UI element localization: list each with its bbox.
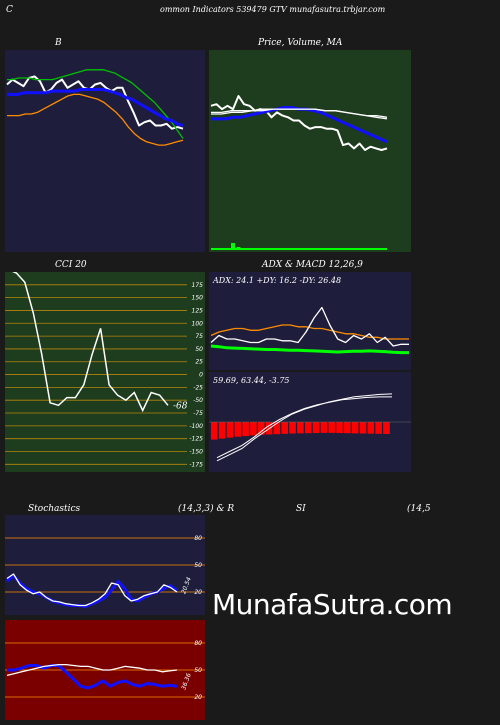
adx-title: ADX & MACD 12,26,9 <box>262 260 363 270</box>
price-title: Price, Volume, MA <box>258 38 343 48</box>
bollinger-series-3 <box>7 93 184 146</box>
stochastics-panel: 80 50 20 20.54 <box>5 515 205 615</box>
macd-histogram-bar <box>218 422 226 439</box>
munafasutra-watermark: MunafaSutra.com <box>212 588 453 621</box>
price-chart <box>210 95 388 250</box>
bollinger-series-0 <box>6 75 184 130</box>
rsi-tick-label: 50 <box>194 667 202 674</box>
rsi-series-0 <box>7 664 178 690</box>
adx-series-1 <box>210 324 409 340</box>
price-panel <box>209 50 411 252</box>
stochastics-series-1 <box>6 573 178 607</box>
bollinger-title: B <box>55 38 62 48</box>
stochastics-title: Stochastics <box>28 504 81 514</box>
macd-histogram-bar <box>359 422 367 434</box>
volume-bar <box>236 247 241 249</box>
cci-panel: 175 150 125 100 75 50 25 0 -25 -50 -75 -100 -125 -150… <box>5 272 205 472</box>
macd-histogram-bar <box>312 422 320 434</box>
cci-tick-label: 25 <box>195 359 203 366</box>
cci-tick-label: -75 <box>193 410 203 417</box>
macd-histogram-bar <box>344 422 351 434</box>
rsi-tick-label: 20 <box>194 694 202 701</box>
cci-chart: 175 150 125 100 75 50 25 0 -25 -50 -75 -100 -125 -150… <box>5 272 204 468</box>
cci-tick-label: 75 <box>195 333 203 340</box>
cci-tick-label: -50 <box>193 397 203 404</box>
cci-tick-label: 125 <box>192 307 204 314</box>
cci-title: CCI 20 <box>55 260 87 270</box>
cci-tick-label: -125 <box>189 436 203 443</box>
rsi-series-1 <box>6 663 178 677</box>
rsi-title: SI <box>296 504 306 514</box>
cci-tick-label: 50 <box>195 346 203 353</box>
rsi-params: (14,5 <box>407 504 431 514</box>
macd-histogram-bar <box>328 422 336 433</box>
cci-line <box>12 272 169 413</box>
macd-histogram-bar <box>320 422 328 433</box>
macd-histogram-bar <box>289 422 296 434</box>
macd-histogram-bar <box>375 422 382 434</box>
macd-histogram-bar <box>281 422 289 434</box>
macd-panel: 59.69, 63.44, -3.75 <box>209 372 411 472</box>
macd-histogram-bar <box>297 422 304 434</box>
macd-histogram-bar <box>211 422 218 440</box>
stochastics-params: (14,3,3) & R <box>178 504 235 514</box>
bollinger-panel <box>5 50 205 252</box>
stochastics-series-0 <box>6 574 178 608</box>
macd-histogram-bar <box>367 422 375 434</box>
macd-histogram-bar <box>383 422 390 434</box>
cci-value-label: -68 <box>173 401 188 411</box>
cci-tick-label: -100 <box>189 423 203 430</box>
cci-tick-label: -25 <box>193 384 203 391</box>
macd-line-1 <box>216 396 392 459</box>
adx-panel: ADX: 24.1 +DY: 16.2 -DY: 26.48 <box>209 272 411 370</box>
cci-tick-label: 150 <box>192 295 204 302</box>
stochastics-tick-label: 50 <box>194 562 202 569</box>
bollinger-series-1 <box>7 69 184 139</box>
macd-readout: 59.69, 63.44, -3.75 <box>213 376 290 385</box>
cci-tick-label: 0 <box>199 372 203 379</box>
macd-histogram-bar <box>242 422 249 437</box>
adx-series-2 <box>210 306 409 347</box>
stochastics-tick-label: 80 <box>194 535 202 542</box>
macd-histogram-bar <box>336 422 343 434</box>
macd-histogram-bar <box>234 422 242 437</box>
macd-histogram-bar <box>304 422 312 434</box>
corner-label: C <box>6 5 13 15</box>
rsi-value-label: 36.36 <box>180 672 193 691</box>
adx-chart <box>210 306 409 355</box>
macd-line-0 <box>216 393 393 462</box>
macd-histogram-bar <box>226 422 234 438</box>
cci-tick-label: 100 <box>192 320 204 327</box>
macd-histogram-bar <box>250 422 257 436</box>
macd-chart <box>209 393 411 462</box>
stochastics-tick-label: 20 <box>194 589 202 596</box>
macd-histogram-bar <box>257 422 265 435</box>
macd-histogram-bar <box>273 422 281 435</box>
cci-tick-label: 175 <box>192 282 204 289</box>
bollinger-chart <box>6 69 184 146</box>
adx-series-0 <box>210 344 409 355</box>
adx-readout: ADX: 24.1 +DY: 16.2 -DY: 26.48 <box>213 276 342 285</box>
volume-bar <box>231 243 235 249</box>
page-title: ommon Indicators 539479 GTV munafasutra.… <box>160 5 386 14</box>
cci-tick-label: -150 <box>189 448 203 455</box>
cci-tick-label: -175 <box>189 461 203 468</box>
bollinger-series-2 <box>7 88 184 127</box>
rsi-panel: 80 50 20 36.36 <box>5 620 205 720</box>
macd-histogram-bar <box>351 422 359 434</box>
rsi-tick-label: 80 <box>194 640 202 647</box>
price-series-0 <box>210 95 388 151</box>
price-series-3 <box>211 108 388 118</box>
